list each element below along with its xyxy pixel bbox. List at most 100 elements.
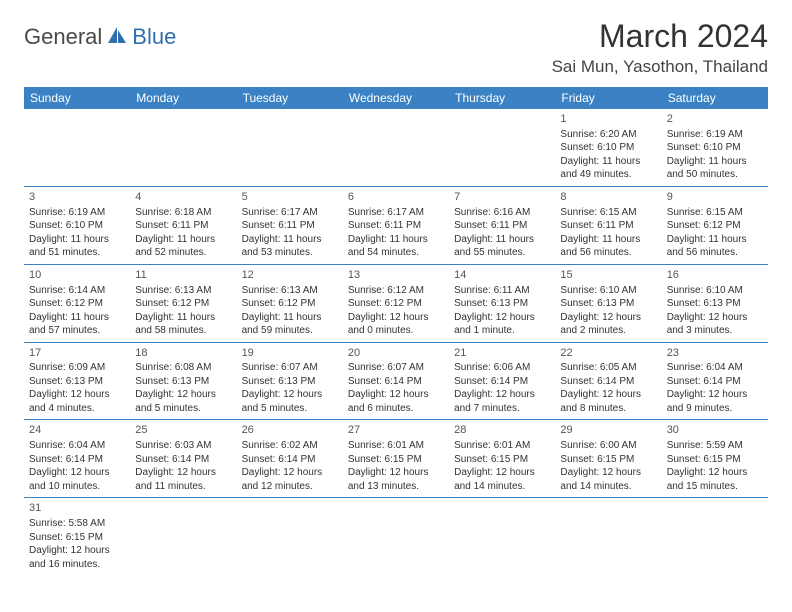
calendar-cell xyxy=(237,498,343,575)
day-sunset: Sunset: 6:15 PM xyxy=(348,453,444,467)
day-sunset: Sunset: 6:12 PM xyxy=(348,297,444,311)
calendar-cell: 16Sunrise: 6:10 AMSunset: 6:13 PMDayligh… xyxy=(662,264,768,342)
day-sunset: Sunset: 6:14 PM xyxy=(560,375,656,389)
calendar-cell: 5Sunrise: 6:17 AMSunset: 6:11 PMDaylight… xyxy=(237,186,343,264)
day-sunrise: Sunrise: 6:13 AM xyxy=(135,284,231,298)
day-sunrise: Sunrise: 6:20 AM xyxy=(560,128,656,142)
calendar-cell: 7Sunrise: 6:16 AMSunset: 6:11 PMDaylight… xyxy=(449,186,555,264)
calendar-cell: 31Sunrise: 5:58 AMSunset: 6:15 PMDayligh… xyxy=(24,498,130,575)
calendar-cell: 28Sunrise: 6:01 AMSunset: 6:15 PMDayligh… xyxy=(449,420,555,498)
calendar-cell: 29Sunrise: 6:00 AMSunset: 6:15 PMDayligh… xyxy=(555,420,661,498)
day-daylight: Daylight: 12 hours and 11 minutes. xyxy=(135,466,231,493)
day-sunrise: Sunrise: 5:58 AM xyxy=(29,517,125,531)
day-number: 7 xyxy=(454,190,550,205)
day-sunrise: Sunrise: 6:17 AM xyxy=(348,206,444,220)
day-daylight: Daylight: 11 hours and 58 minutes. xyxy=(135,311,231,338)
day-daylight: Daylight: 11 hours and 55 minutes. xyxy=(454,233,550,260)
day-number: 8 xyxy=(560,190,656,205)
day-sunrise: Sunrise: 6:15 AM xyxy=(560,206,656,220)
day-sunrise: Sunrise: 6:17 AM xyxy=(242,206,338,220)
day-number: 26 xyxy=(242,423,338,438)
day-number: 9 xyxy=(667,190,763,205)
calendar-row: 10Sunrise: 6:14 AMSunset: 6:12 PMDayligh… xyxy=(24,264,768,342)
day-number: 19 xyxy=(242,346,338,361)
day-daylight: Daylight: 12 hours and 1 minute. xyxy=(454,311,550,338)
day-sunset: Sunset: 6:12 PM xyxy=(242,297,338,311)
day-number: 16 xyxy=(667,268,763,283)
day-sunset: Sunset: 6:10 PM xyxy=(560,141,656,155)
calendar-cell: 12Sunrise: 6:13 AMSunset: 6:12 PMDayligh… xyxy=(237,264,343,342)
header: General Blue March 2024 Sai Mun, Yasotho… xyxy=(24,18,768,77)
day-sunrise: Sunrise: 6:06 AM xyxy=(454,361,550,375)
day-number: 25 xyxy=(135,423,231,438)
weekday-wednesday: Wednesday xyxy=(343,87,449,109)
day-daylight: Daylight: 12 hours and 3 minutes. xyxy=(667,311,763,338)
calendar-cell: 15Sunrise: 6:10 AMSunset: 6:13 PMDayligh… xyxy=(555,264,661,342)
day-daylight: Daylight: 12 hours and 2 minutes. xyxy=(560,311,656,338)
day-sunset: Sunset: 6:12 PM xyxy=(667,219,763,233)
day-sunset: Sunset: 6:13 PM xyxy=(454,297,550,311)
day-sunset: Sunset: 6:10 PM xyxy=(667,141,763,155)
weekday-sunday: Sunday xyxy=(24,87,130,109)
day-daylight: Daylight: 11 hours and 51 minutes. xyxy=(29,233,125,260)
day-sunset: Sunset: 6:11 PM xyxy=(348,219,444,233)
day-daylight: Daylight: 12 hours and 7 minutes. xyxy=(454,388,550,415)
calendar-cell: 6Sunrise: 6:17 AMSunset: 6:11 PMDaylight… xyxy=(343,186,449,264)
day-sunrise: Sunrise: 6:01 AM xyxy=(454,439,550,453)
logo: General Blue xyxy=(24,24,176,50)
day-sunset: Sunset: 6:14 PM xyxy=(29,453,125,467)
calendar-cell: 27Sunrise: 6:01 AMSunset: 6:15 PMDayligh… xyxy=(343,420,449,498)
day-number: 6 xyxy=(348,190,444,205)
calendar-body: 1Sunrise: 6:20 AMSunset: 6:10 PMDaylight… xyxy=(24,109,768,575)
day-sunset: Sunset: 6:11 PM xyxy=(135,219,231,233)
calendar-cell xyxy=(343,109,449,186)
calendar-cell xyxy=(237,109,343,186)
day-number: 29 xyxy=(560,423,656,438)
day-sunset: Sunset: 6:15 PM xyxy=(667,453,763,467)
day-number: 24 xyxy=(29,423,125,438)
day-number: 4 xyxy=(135,190,231,205)
day-sunrise: Sunrise: 6:04 AM xyxy=(29,439,125,453)
day-daylight: Daylight: 11 hours and 52 minutes. xyxy=(135,233,231,260)
day-daylight: Daylight: 12 hours and 14 minutes. xyxy=(560,466,656,493)
day-sunrise: Sunrise: 6:07 AM xyxy=(348,361,444,375)
calendar-cell: 21Sunrise: 6:06 AMSunset: 6:14 PMDayligh… xyxy=(449,342,555,420)
day-sunset: Sunset: 6:13 PM xyxy=(135,375,231,389)
day-sunset: Sunset: 6:11 PM xyxy=(454,219,550,233)
day-daylight: Daylight: 12 hours and 6 minutes. xyxy=(348,388,444,415)
day-daylight: Daylight: 11 hours and 57 minutes. xyxy=(29,311,125,338)
calendar-cell: 26Sunrise: 6:02 AMSunset: 6:14 PMDayligh… xyxy=(237,420,343,498)
day-sunrise: Sunrise: 6:08 AM xyxy=(135,361,231,375)
day-number: 5 xyxy=(242,190,338,205)
day-sunrise: Sunrise: 6:16 AM xyxy=(454,206,550,220)
day-daylight: Daylight: 12 hours and 8 minutes. xyxy=(560,388,656,415)
day-number: 13 xyxy=(348,268,444,283)
day-sunset: Sunset: 6:11 PM xyxy=(242,219,338,233)
day-number: 23 xyxy=(667,346,763,361)
day-number: 28 xyxy=(454,423,550,438)
day-number: 27 xyxy=(348,423,444,438)
day-sunset: Sunset: 6:12 PM xyxy=(135,297,231,311)
day-sunset: Sunset: 6:14 PM xyxy=(348,375,444,389)
calendar-cell: 13Sunrise: 6:12 AMSunset: 6:12 PMDayligh… xyxy=(343,264,449,342)
day-sunrise: Sunrise: 6:10 AM xyxy=(667,284,763,298)
calendar-cell: 25Sunrise: 6:03 AMSunset: 6:14 PMDayligh… xyxy=(130,420,236,498)
day-sunrise: Sunrise: 6:19 AM xyxy=(29,206,125,220)
day-sunset: Sunset: 6:11 PM xyxy=(560,219,656,233)
day-daylight: Daylight: 11 hours and 50 minutes. xyxy=(667,155,763,182)
day-sunset: Sunset: 6:13 PM xyxy=(242,375,338,389)
calendar-row: 3Sunrise: 6:19 AMSunset: 6:10 PMDaylight… xyxy=(24,186,768,264)
day-sunset: Sunset: 6:12 PM xyxy=(29,297,125,311)
calendar-cell: 4Sunrise: 6:18 AMSunset: 6:11 PMDaylight… xyxy=(130,186,236,264)
day-daylight: Daylight: 11 hours and 53 minutes. xyxy=(242,233,338,260)
day-number: 12 xyxy=(242,268,338,283)
day-number: 30 xyxy=(667,423,763,438)
day-daylight: Daylight: 12 hours and 10 minutes. xyxy=(29,466,125,493)
day-daylight: Daylight: 12 hours and 0 minutes. xyxy=(348,311,444,338)
day-sunrise: Sunrise: 6:03 AM xyxy=(135,439,231,453)
day-daylight: Daylight: 12 hours and 16 minutes. xyxy=(29,544,125,571)
calendar-cell xyxy=(662,498,768,575)
weekday-monday: Monday xyxy=(130,87,236,109)
weekday-header-row: Sunday Monday Tuesday Wednesday Thursday… xyxy=(24,87,768,109)
day-sunrise: Sunrise: 6:05 AM xyxy=(560,361,656,375)
